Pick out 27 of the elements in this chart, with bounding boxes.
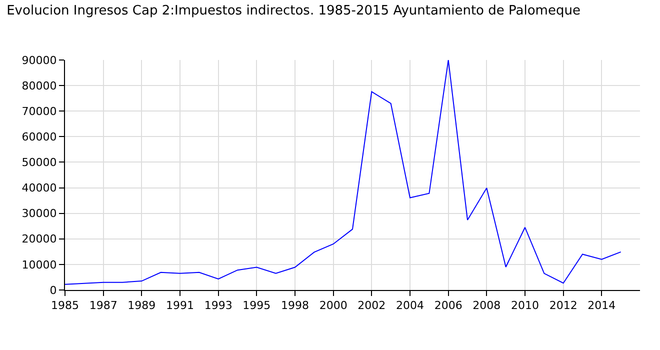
- y-tick-label: 30000: [22, 207, 57, 220]
- line-series: [65, 60, 622, 285]
- x-tick-label: 1998: [281, 299, 309, 312]
- x-tick-label: 2014: [588, 299, 616, 312]
- y-tick-label: 20000: [22, 232, 57, 246]
- x-tick-label: 2006: [434, 299, 462, 312]
- y-tick-label: 10000: [22, 258, 57, 272]
- x-tick-label: 2002: [358, 299, 386, 312]
- x-tick-label: 2012: [549, 299, 578, 312]
- x-tick-label: 1993: [204, 299, 232, 312]
- x-tick-label: 1987: [89, 299, 118, 312]
- y-tick-label: 80000: [22, 79, 57, 92]
- chart-title: Evolucion Ingresos Cap 2:Impuestos indirectos. 1985-2015 Ayuntamiento de Palomeque: [6, 3, 580, 18]
- x-tick-label: 2004: [396, 299, 424, 312]
- y-tick-label: 90000: [22, 54, 57, 67]
- x-tick-label: 1985: [51, 299, 79, 312]
- x-tick-label: 1995: [242, 299, 271, 312]
- y-tick-label: 60000: [22, 130, 57, 144]
- y-tick-label: 0: [50, 284, 57, 297]
- y-tick-label: 50000: [22, 156, 57, 170]
- x-tick-label: 2010: [511, 299, 539, 312]
- x-tick-label: 2008: [472, 299, 501, 312]
- y-tick-label: 70000: [22, 104, 57, 118]
- y-tick-label: 40000: [22, 182, 57, 195]
- x-tick-label: 2000: [319, 299, 348, 312]
- x-tick-label: 1991: [166, 299, 194, 312]
- x-tick-label: 1989: [128, 299, 156, 312]
